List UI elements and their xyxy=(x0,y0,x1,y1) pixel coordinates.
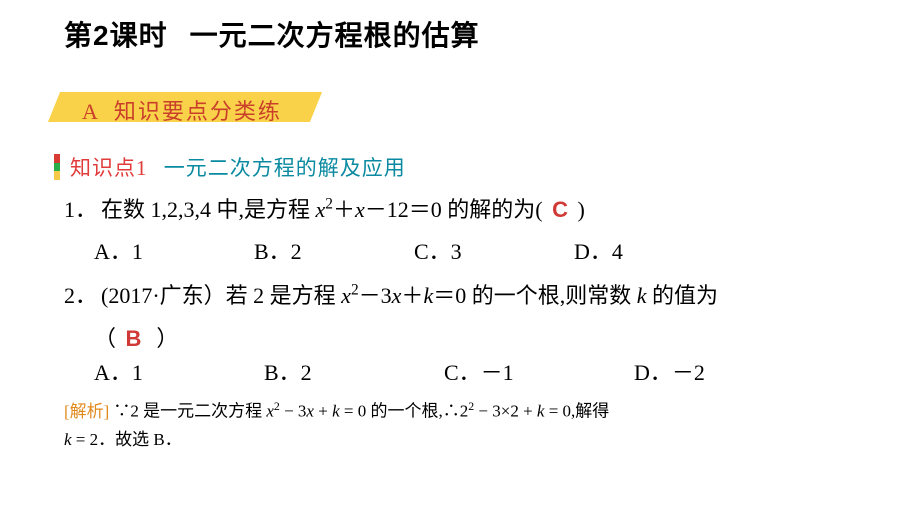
q2-choice-b: B．2 xyxy=(264,355,444,387)
q1-eq: x2＋x－12＝0 的解的为( xyxy=(316,197,543,222)
q2-choice-c: C．－1 xyxy=(444,355,634,387)
analysis-tag: [解析] xyxy=(64,402,109,421)
banner-letter: A xyxy=(82,99,100,124)
q2-choices: A．1 B．2 C．－1 D．－2 xyxy=(94,355,856,387)
banner-text: 知识要点分类练 xyxy=(114,99,282,124)
q1-no: 1． xyxy=(64,197,97,222)
question-1: 1．在数 1,2,3,4 中,是方程 x2＋x－12＝0 的解的为( C ) xyxy=(64,190,856,230)
kp-txt: 一元二次方程的解及应用 xyxy=(164,156,406,180)
banner-label: A 知识要点分类练 xyxy=(82,94,282,126)
page-title: 第2课时 一元二次方程根的估算 xyxy=(64,14,856,54)
knowledge-point-row: 知识点1 一元二次方程的解及应用 xyxy=(54,152,856,182)
q1-pre: 在数 1,2,3,4 中,是方程 xyxy=(101,197,316,222)
q1-choice-b: B．2 xyxy=(254,234,414,266)
q2-choice-a: A．1 xyxy=(94,355,264,387)
q2-eq: x2－3x＋k＝0 的一个根,则常数 k 的值为 xyxy=(341,283,718,308)
kp-flag-icon xyxy=(54,154,60,180)
section-banner: A 知识要点分类练 xyxy=(54,92,316,128)
q1-choices: A．1 B．2 C．3 D．4 xyxy=(94,234,856,266)
q1-choice-d: D．4 xyxy=(574,234,734,266)
lesson-name: 一元二次方程根的估算 xyxy=(190,20,480,51)
q2-no: 2． xyxy=(64,283,97,308)
kp-label: 知识点1 一元二次方程的解及应用 xyxy=(70,152,406,182)
q2-paren-row: （ B ） xyxy=(94,321,856,353)
q2-answer: B xyxy=(126,326,142,351)
q1-answer: C xyxy=(552,197,568,222)
kp-num: 知识点1 xyxy=(70,156,148,180)
q2-choice-d: D．－2 xyxy=(634,355,794,387)
question-2: 2．(2017·广东）若 2 是方程 x2－3x＋k＝0 的一个根,则常数 k … xyxy=(64,276,856,316)
q2-src: (2017·广东）若 2 是方程 xyxy=(101,283,341,308)
q1-choice-c: C．3 xyxy=(414,234,574,266)
lesson-prefix: 第2课时 xyxy=(64,20,168,51)
q1-choice-a: A．1 xyxy=(94,234,254,266)
analysis: [解析]∵2 是一元二次方程 x2 − 3x + k = 0 的一个根,∴22 … xyxy=(64,397,856,454)
